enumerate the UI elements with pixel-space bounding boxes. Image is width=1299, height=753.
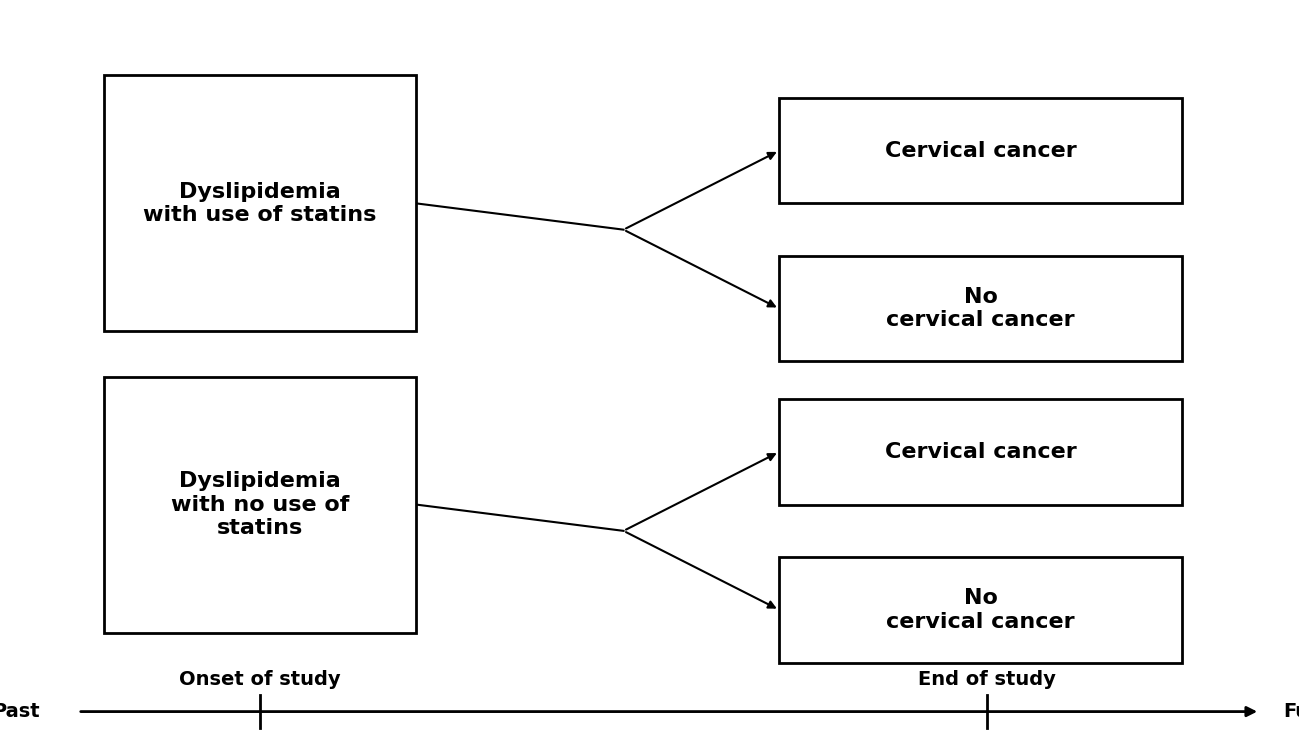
Text: End of study: End of study bbox=[918, 670, 1056, 689]
Text: Cervical cancer: Cervical cancer bbox=[885, 442, 1077, 462]
FancyBboxPatch shape bbox=[779, 98, 1182, 203]
FancyBboxPatch shape bbox=[779, 557, 1182, 663]
FancyBboxPatch shape bbox=[779, 256, 1182, 361]
Text: No
cervical cancer: No cervical cancer bbox=[886, 588, 1076, 632]
Text: Past: Past bbox=[0, 702, 39, 721]
Text: Dyslipidemia
with no use of
statins: Dyslipidemia with no use of statins bbox=[170, 471, 349, 538]
Text: No
cervical cancer: No cervical cancer bbox=[886, 287, 1076, 331]
Text: Cervical cancer: Cervical cancer bbox=[885, 141, 1077, 160]
Text: Future: Future bbox=[1283, 702, 1299, 721]
FancyBboxPatch shape bbox=[104, 376, 416, 633]
Text: Dyslipidemia
with use of statins: Dyslipidemia with use of statins bbox=[143, 181, 377, 225]
Text: Onset of study: Onset of study bbox=[179, 670, 340, 689]
FancyBboxPatch shape bbox=[104, 75, 416, 331]
FancyBboxPatch shape bbox=[779, 399, 1182, 505]
